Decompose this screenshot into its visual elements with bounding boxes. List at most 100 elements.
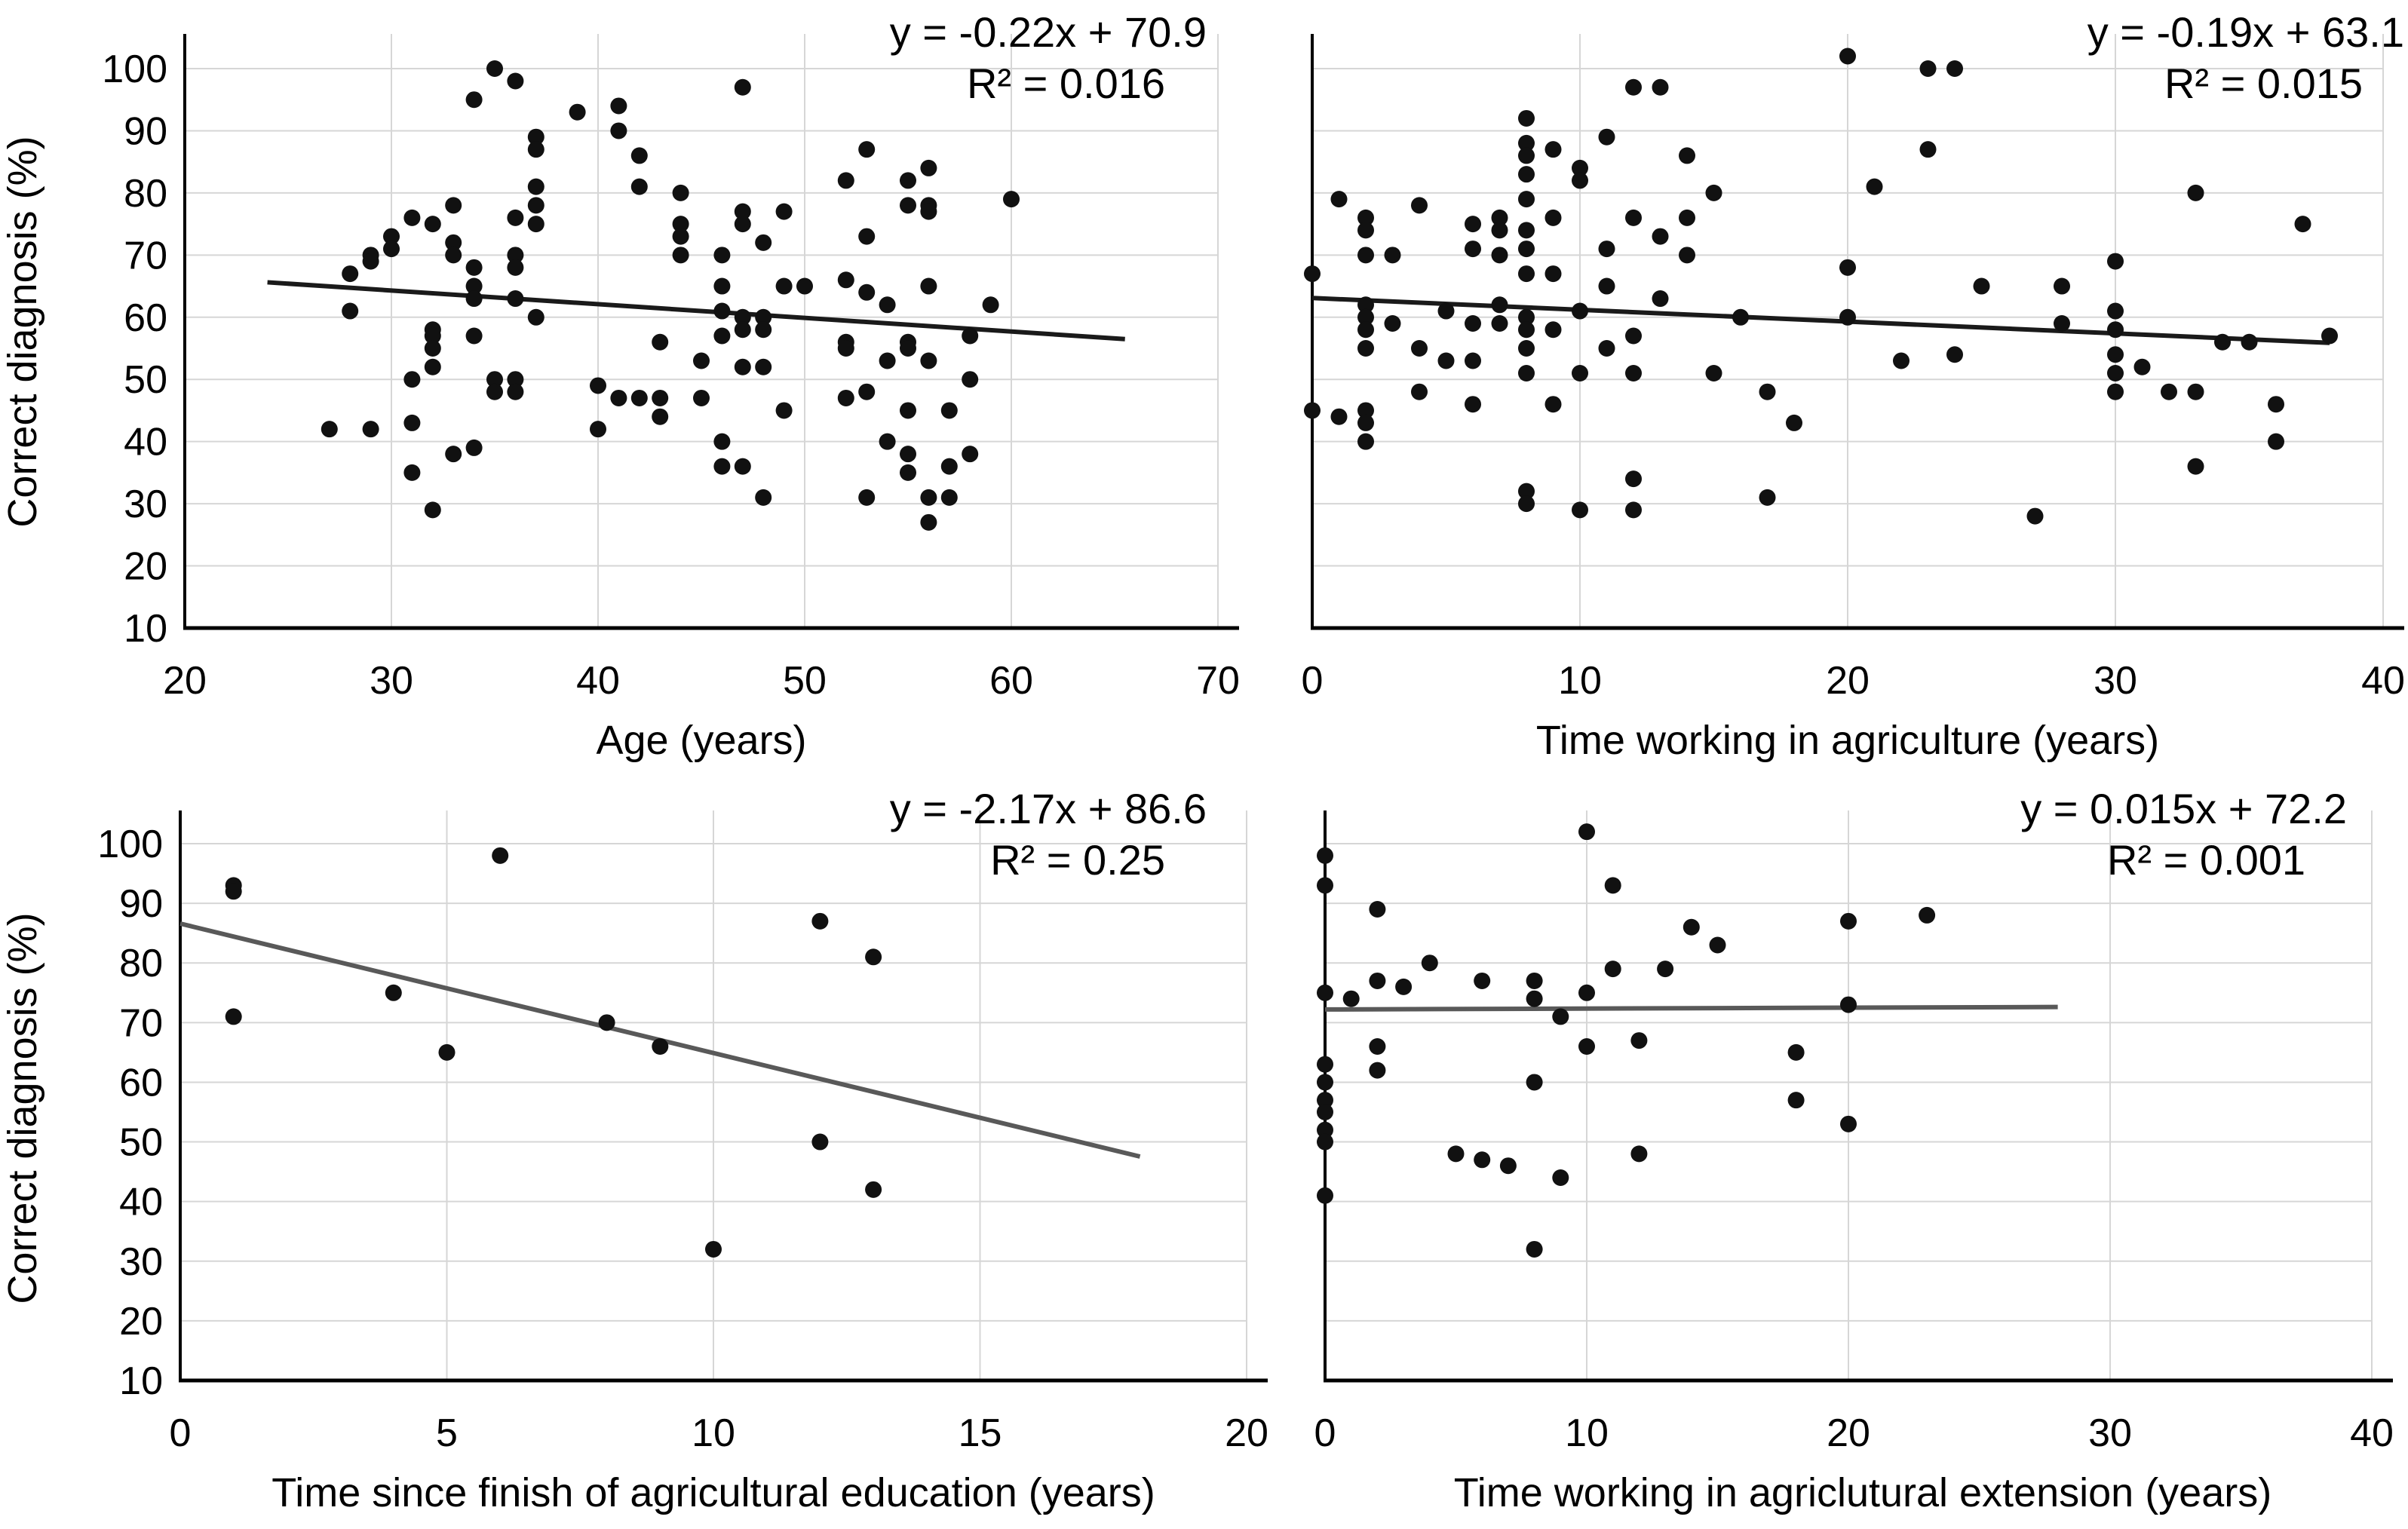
data-point (672, 228, 689, 245)
data-point (1679, 247, 1695, 264)
y-tick-label: 40 (124, 421, 167, 464)
data-point (2107, 383, 2124, 400)
x-tick-label: 60 (989, 659, 1033, 703)
data-point (1357, 222, 1374, 239)
data-point (775, 402, 793, 419)
x-tick-label: 10 (1565, 1411, 1609, 1455)
data-point (1572, 302, 1588, 320)
data-point (1499, 1157, 1517, 1175)
data-point (1732, 308, 1749, 326)
data-point (342, 302, 359, 320)
data-point (225, 1008, 242, 1025)
data-point (1411, 340, 1428, 357)
data-point (492, 847, 509, 864)
data-point (403, 371, 421, 388)
y-tick-label: 50 (124, 358, 167, 402)
data-point (1578, 984, 1595, 1001)
data-point (1518, 495, 1535, 513)
data-point (1342, 990, 1360, 1007)
data-point (1526, 990, 1543, 1007)
y-tick-label: 80 (119, 942, 163, 985)
data-point (424, 340, 441, 357)
data-point (1652, 290, 1669, 308)
data-point (486, 371, 503, 388)
trendline (1324, 1004, 2058, 1012)
data-point (1839, 259, 1856, 276)
data-point (982, 296, 999, 314)
data-point (705, 1240, 722, 1258)
data-point (1491, 315, 1508, 332)
data-point (2321, 327, 2338, 345)
data-point (1946, 346, 1963, 363)
data-point (1625, 78, 1642, 96)
data-point (1317, 1104, 1333, 1120)
data-point (1705, 184, 1722, 201)
data-point (713, 247, 731, 264)
data-point (1369, 972, 1386, 989)
data-point (362, 253, 379, 270)
data-point (1544, 209, 1562, 226)
data-point (652, 408, 669, 425)
data-point (755, 489, 772, 506)
y-axis-title: Correct diagnosis (%) (0, 912, 45, 1304)
y-tick-label: 20 (124, 545, 167, 589)
y-tick-label: 20 (119, 1300, 163, 1344)
data-point (1518, 222, 1535, 239)
data-point (1518, 321, 1535, 339)
data-point (734, 216, 751, 233)
data-point (1491, 296, 1508, 314)
data-point (424, 327, 441, 345)
data-point (1465, 396, 1481, 413)
data-point (1657, 961, 1674, 978)
data-point (1384, 315, 1401, 332)
data-point (879, 296, 896, 314)
data-point (2054, 315, 2070, 332)
data-point (1491, 209, 1508, 226)
data-point (383, 241, 400, 258)
data-point (1552, 1169, 1569, 1187)
data-point (1578, 1037, 1595, 1055)
y-tick-label: 90 (124, 109, 167, 153)
data-point (1598, 340, 1615, 357)
data-point (1604, 961, 1621, 978)
data-point (1317, 847, 1333, 864)
data-point (858, 383, 876, 400)
data-point (1357, 321, 1374, 339)
data-point (1317, 877, 1333, 894)
data-point (610, 122, 627, 139)
x-tick-label: 0 (1302, 659, 1324, 703)
data-point (1518, 265, 1535, 283)
x-tick-label: 5 (436, 1411, 458, 1455)
data-point (1652, 78, 1669, 96)
data-point (1572, 159, 1588, 176)
x-tick-label: 30 (2088, 1411, 2132, 1455)
data-point (486, 60, 503, 77)
data-point (527, 178, 544, 195)
y-tick-label: 30 (119, 1240, 163, 1284)
data-point (1759, 489, 1776, 506)
y-tick-label: 80 (124, 172, 167, 216)
data-point (362, 421, 379, 438)
data-point (2187, 383, 2204, 400)
data-point (734, 458, 751, 475)
data-point (900, 402, 916, 419)
data-point (1518, 483, 1535, 500)
data-point (2133, 358, 2151, 375)
data-point (837, 340, 854, 357)
data-point (1447, 1145, 1465, 1163)
data-point (1946, 60, 1963, 77)
data-point (900, 172, 916, 189)
data-point (2241, 333, 2258, 351)
y-tick-label: 60 (119, 1061, 163, 1105)
data-point (630, 147, 648, 164)
data-point (940, 489, 958, 506)
data-point (940, 458, 958, 475)
data-point (1840, 912, 1857, 930)
data-point (693, 352, 710, 369)
data-point (1357, 414, 1374, 431)
data-point (1317, 1133, 1333, 1151)
data-point (1683, 918, 1700, 936)
x-axis-title: Time since finish of agricultural educat… (271, 1470, 1155, 1515)
data-point (1518, 109, 1535, 127)
